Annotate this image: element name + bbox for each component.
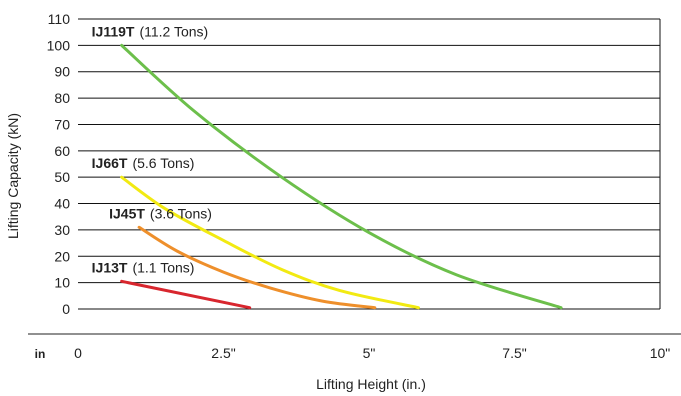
x-tick-label: 0 — [74, 345, 82, 361]
y-tick-label: 90 — [54, 64, 70, 80]
series-label-ij66t: IJ66T (5.6 Tons) — [92, 155, 195, 171]
y-tick-label: 20 — [54, 248, 70, 264]
y-axis-title: Lifting Capacity (kN) — [5, 113, 21, 239]
x-axis-ticks: 0 2.5" 5" 7.5" 10" — [74, 345, 670, 361]
grid-lines — [78, 18, 661, 310]
series-label-ij45t: IJ45T (3.6 Tons) — [109, 205, 212, 221]
series-line-ij119t — [120, 43, 563, 310]
series-name: IJ66T — [92, 155, 128, 171]
series-note: (5.6 Tons) — [132, 155, 194, 171]
y-axis-ticks: 0 10 20 30 40 50 60 70 80 90 100 110 — [47, 11, 71, 317]
x-unit-label: in — [35, 347, 46, 361]
y-tick-label: 60 — [54, 143, 70, 159]
series-line-ij13t — [120, 279, 252, 310]
y-tick-label: 10 — [54, 275, 70, 291]
x-tick-label: 5" — [363, 345, 376, 361]
series-name: IJ13T — [92, 259, 128, 275]
series-name: IJ119T — [92, 23, 135, 39]
series-line-ij45t — [137, 225, 377, 310]
series-note: (3.6 Tons) — [150, 205, 212, 221]
x-axis-title: Lifting Height (in.) — [316, 376, 426, 392]
y-tick-label: 30 — [54, 222, 70, 238]
y-tick-label: 70 — [54, 116, 70, 132]
series-note: (11.2 Tons) — [139, 23, 208, 39]
series-line-ij66t — [120, 175, 420, 310]
y-tick-label: 50 — [54, 169, 70, 185]
series-label-ij13t: IJ13T (1.1 Tons) — [92, 259, 195, 275]
x-tick-label: 7.5" — [502, 345, 526, 361]
series-note: (1.1 Tons) — [132, 259, 194, 275]
series-label-ij119t: IJ119T (11.2 Tons) — [92, 23, 209, 39]
y-tick-label: 100 — [47, 37, 71, 53]
y-tick-label: 40 — [54, 196, 70, 212]
y-tick-label: 0 — [62, 301, 70, 317]
y-tick-label: 80 — [54, 90, 70, 106]
y-tick-label: 110 — [48, 11, 71, 27]
x-tick-label: 2.5" — [211, 345, 235, 361]
series-labels: IJ119T (11.2 Tons) IJ66T (5.6 Tons) IJ45T (3.… — [92, 23, 212, 275]
series-layer — [120, 43, 563, 310]
series-name: IJ45T — [109, 205, 145, 221]
x-tick-label: 10" — [650, 345, 671, 361]
